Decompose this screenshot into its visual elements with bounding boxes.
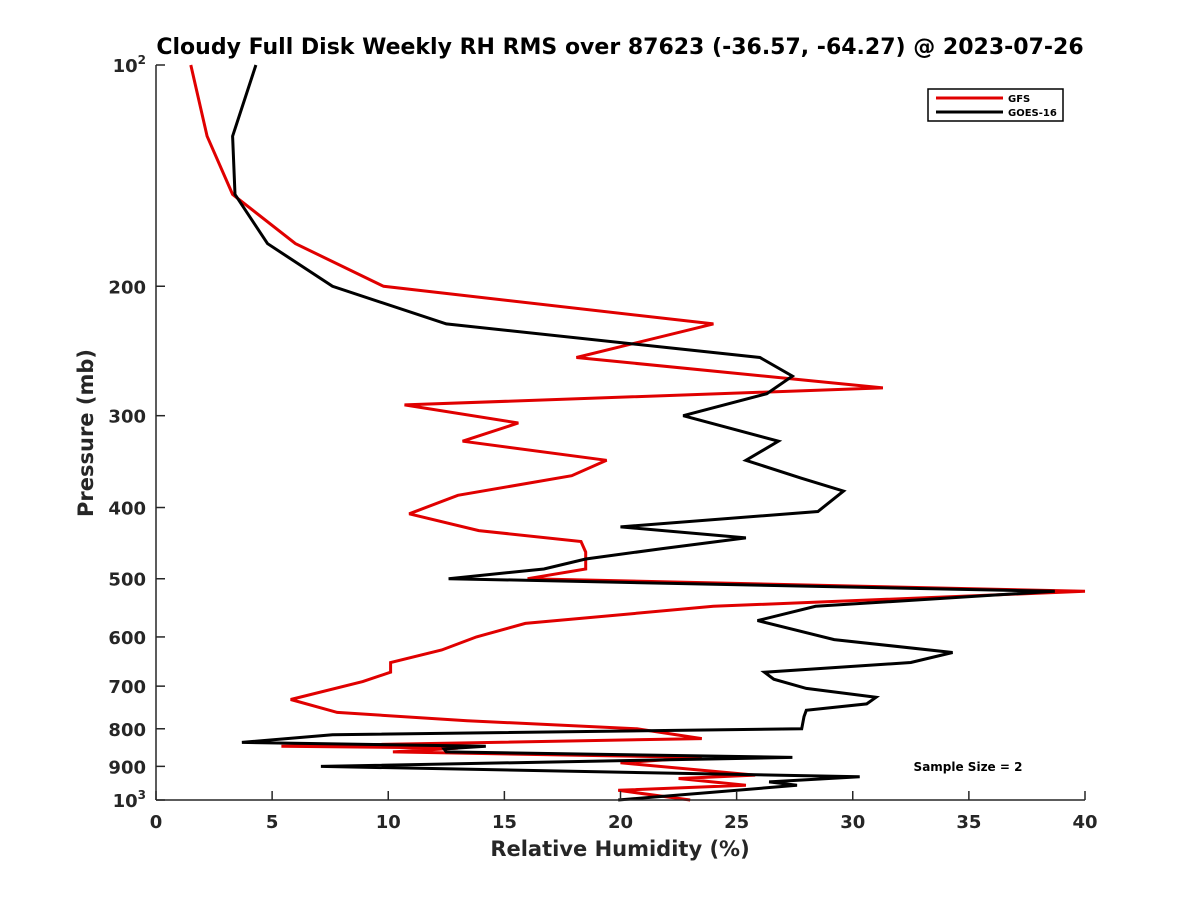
series-line-goes-16: [231, 64, 1055, 802]
legend-box: [927, 88, 1064, 122]
y-tick-label: 200: [108, 277, 146, 298]
x-tick-label: 5: [266, 812, 279, 833]
x-tick-label: 30: [840, 812, 865, 833]
legend-label-goes-16: GOES-16: [1008, 108, 1057, 119]
y-tick-label: 300: [108, 407, 146, 428]
x-tick-label: 15: [492, 812, 517, 833]
x-tick-label: 40: [1072, 812, 1097, 833]
x-tick-label: 35: [956, 812, 981, 833]
y-tick-label: 400: [108, 499, 146, 520]
y-tick-label: 700: [108, 677, 146, 698]
sample-size-annotation: Sample Size = 2: [914, 760, 1023, 774]
legend: GFS GOES-16: [927, 88, 1064, 122]
x-axis-label: Relative Humidity (%): [490, 837, 749, 861]
series-line-gfs: [189, 64, 1086, 802]
x-tick-label: 0: [150, 812, 163, 833]
x-tick-label: 20: [608, 812, 633, 833]
y-tick-label: 800: [108, 720, 146, 741]
x-tick-label: 25: [724, 812, 749, 833]
y-axis-label: Pressure (mb): [74, 349, 98, 517]
y-tick-label: 600: [108, 628, 146, 649]
y-tick-label: 500: [108, 570, 146, 591]
axes: 0 5 10 15 20 25 30 35 40102200300400500600700800…: [108, 53, 1097, 833]
y-tick-label: 900: [108, 757, 146, 778]
chart-title: Cloudy Full Disk Weekly RH RMS over 8762…: [156, 35, 1083, 60]
x-tick-label: 10: [376, 812, 401, 833]
legend-label-gfs: GFS: [1008, 94, 1030, 105]
plot-area: [189, 64, 1086, 802]
